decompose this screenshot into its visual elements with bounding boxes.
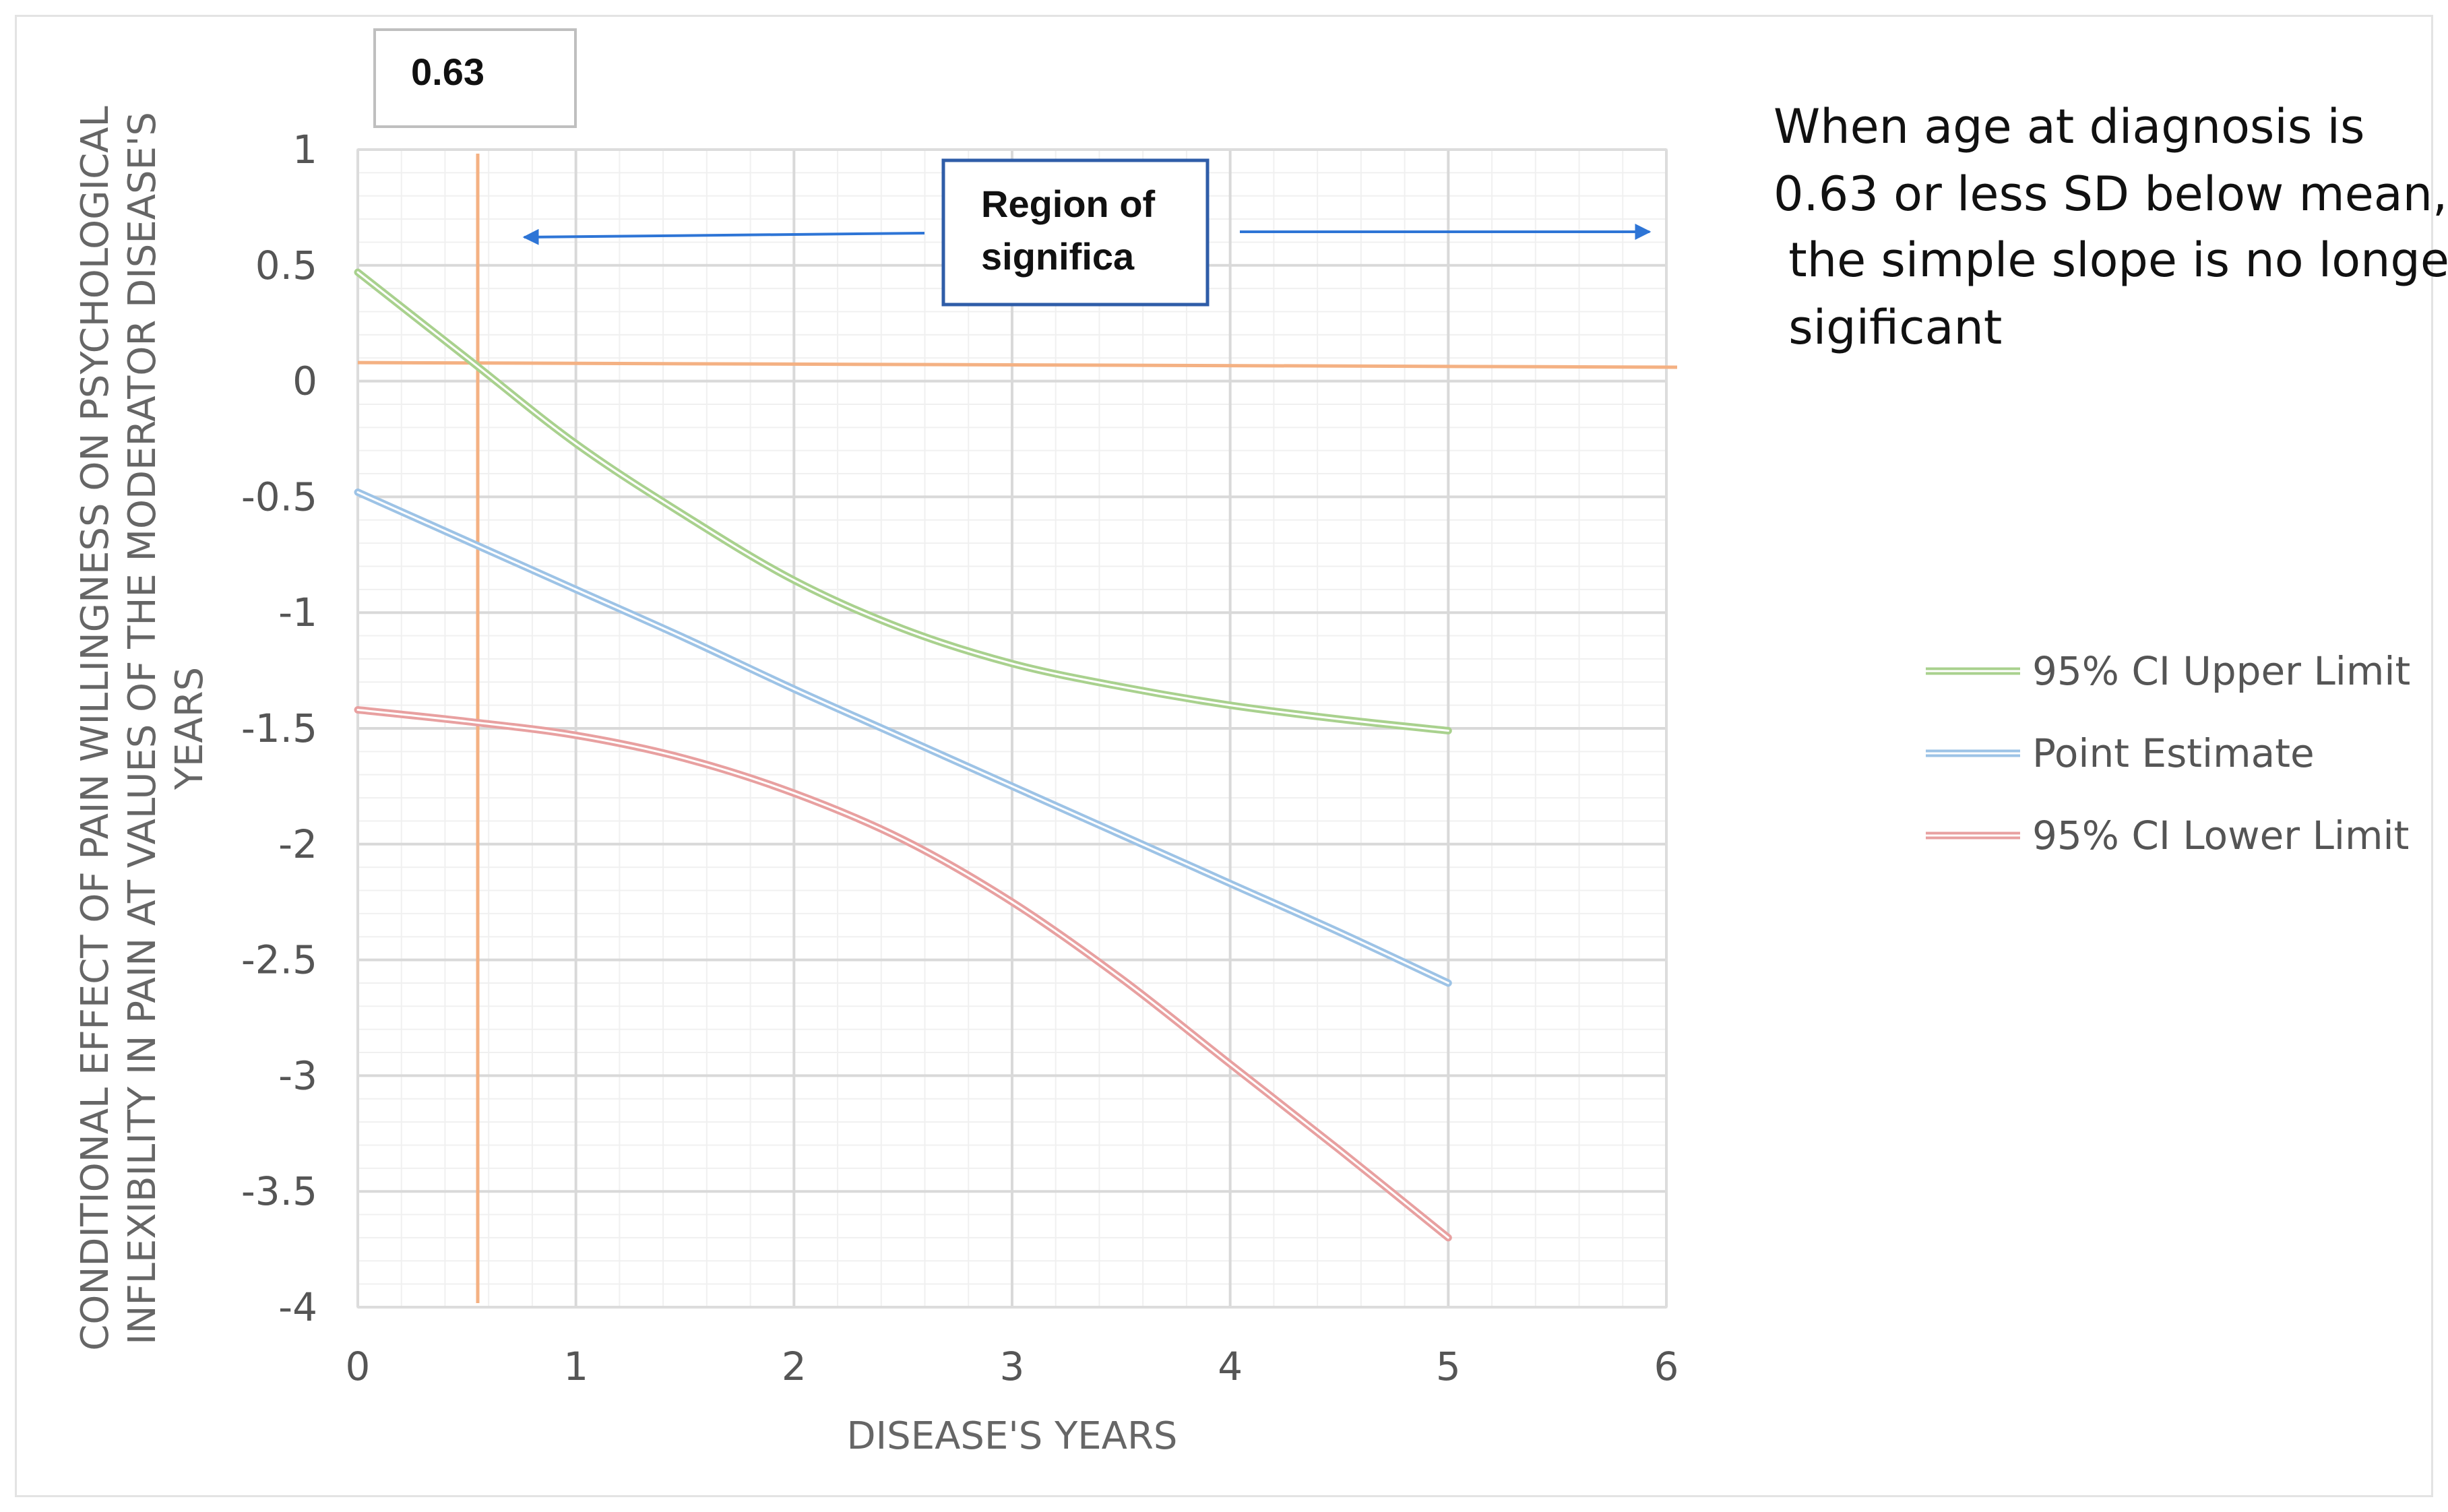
y-tick-label: 0.5 bbox=[255, 243, 317, 288]
legend-label: 95% CI Upper Limit bbox=[2032, 648, 2410, 694]
x-axis-title: DISEASE'S YEARS bbox=[847, 1414, 1178, 1458]
reference-horizontal-line bbox=[357, 360, 1678, 369]
region-arrow-left bbox=[522, 228, 925, 245]
figure-frame bbox=[15, 15, 2433, 1497]
note-line-2: 0.63 or less SD below mean, bbox=[1774, 166, 2447, 222]
legend-item-point-estimate: Point Estimate bbox=[1926, 730, 2315, 776]
y-axis-title-line: CONDITIONAL EFFECT OF PAIN WILLINGNESS O… bbox=[73, 106, 117, 1350]
x-tick-labels: 0 1 2 3 4 5 6 bbox=[346, 1344, 1679, 1389]
x-tick-label: 3 bbox=[1000, 1344, 1025, 1389]
region-label-box bbox=[941, 158, 1210, 307]
y-axis-title: CONDITIONAL EFFECT OF PAIN WILLINGNESS O… bbox=[73, 106, 212, 1350]
series-line-95-ci-lower-limit bbox=[354, 706, 1452, 1242]
y-axis-title-line: YEARS bbox=[168, 667, 212, 790]
x-tick-label: 0 bbox=[346, 1344, 371, 1389]
series-95-ci-upper-limit bbox=[354, 268, 1452, 734]
y-tick-label: -3.5 bbox=[241, 1168, 317, 1214]
legend-item-95-ci-lower-limit: 95% CI Lower Limit bbox=[1926, 813, 2409, 858]
series-line-95-ci-upper-limit bbox=[354, 268, 1452, 734]
note-line-1: When age at diagnosis is bbox=[1774, 99, 2364, 154]
value-box-text: 0.63 bbox=[411, 51, 484, 93]
note-line-3: the simple slope is no longer bbox=[1774, 232, 2448, 288]
x-tick-label: 6 bbox=[1654, 1344, 1679, 1389]
y-tick-label: -4 bbox=[278, 1284, 317, 1330]
y-tick-label: -1.5 bbox=[241, 705, 317, 751]
x-tick-label: 2 bbox=[782, 1344, 807, 1389]
y-tick-label: -3 bbox=[278, 1052, 317, 1098]
y-tick-label: -2.5 bbox=[241, 937, 317, 983]
x-tick-label: 1 bbox=[563, 1344, 588, 1389]
reference-lines bbox=[357, 154, 1678, 1303]
x-tick-label: 4 bbox=[1218, 1344, 1243, 1389]
region-label-line-2: significa bbox=[981, 235, 1135, 278]
series-line-highlight bbox=[356, 709, 1449, 1239]
y-axis-title-line: INFLEXIBILITY IN PAIN AT VALUES OF THE M… bbox=[121, 112, 164, 1345]
note-line-4: sigificant bbox=[1774, 300, 2002, 355]
series-line-highlight bbox=[356, 491, 1449, 984]
y-tick-label: 1 bbox=[292, 127, 317, 172]
y-tick-label: 0 bbox=[292, 358, 317, 404]
legend-label: 95% CI Lower Limit bbox=[2032, 813, 2409, 858]
legend-label: Point Estimate bbox=[2032, 730, 2315, 776]
plot-area-border bbox=[356, 148, 1668, 1309]
value-box bbox=[373, 28, 577, 128]
y-tick-labels: 1 0.5 0 -0.5 -1 -1.5 -2 -2.5 -3 -3.5 -4 bbox=[241, 127, 317, 1330]
region-label-line-1: Region of bbox=[981, 183, 1156, 225]
series-95-ci-lower-limit bbox=[354, 706, 1452, 1242]
legend: 95% CI Upper Limit Point Estimate 95% CI L… bbox=[1926, 648, 2410, 858]
series-point-estimate bbox=[354, 489, 1452, 987]
legend-item-95-ci-upper-limit: 95% CI Upper Limit bbox=[1926, 648, 2410, 694]
series-line-highlight bbox=[356, 271, 1449, 732]
y-tick-label: -1 bbox=[278, 590, 317, 635]
x-tick-label: 5 bbox=[1436, 1344, 1461, 1389]
y-tick-label: -0.5 bbox=[241, 474, 317, 519]
y-tick-label: -2 bbox=[278, 821, 317, 867]
series-layer bbox=[354, 268, 1452, 1242]
